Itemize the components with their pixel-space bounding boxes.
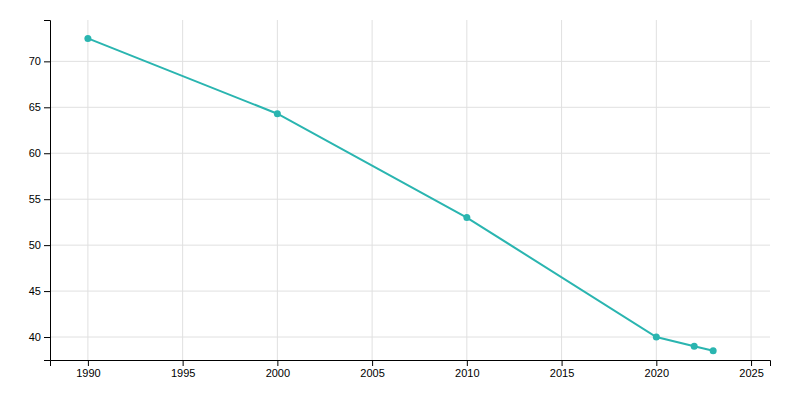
grid-line-y [50, 199, 770, 200]
x-tick-mark [562, 360, 563, 366]
x-tick-label: 2025 [739, 367, 763, 379]
chart-container: 1990 1995 2000 2005 2010 2015 2020 2025 40 45 50 55… [0, 0, 800, 400]
x-tick: 2020 [645, 360, 669, 379]
point [274, 110, 281, 117]
x-tick: 2015 [550, 360, 574, 379]
grid-line-x [182, 20, 183, 360]
point [710, 347, 717, 354]
x-tick-mark [467, 360, 468, 366]
y-tick-mark [44, 199, 50, 200]
y-tick-mark [44, 153, 50, 154]
x-tick-label: 2015 [550, 367, 574, 379]
y-tick-mark [44, 291, 50, 292]
x-tick-label: 1995 [171, 367, 195, 379]
x-tick-mark [372, 360, 373, 366]
x-tick: 1995 [171, 360, 195, 379]
grid-line-x [561, 20, 562, 360]
y-tick: 45 [29, 285, 50, 297]
y-tick-label: 50 [29, 239, 41, 251]
x-tick-mark [88, 360, 89, 366]
grid-line-x [656, 20, 657, 360]
y-tick-label: 45 [29, 285, 41, 297]
grid-line-y [50, 61, 770, 62]
x-tick-mark [751, 360, 752, 366]
x-tick-mark [277, 360, 278, 366]
point [653, 334, 660, 341]
y-tick-label: 60 [29, 147, 41, 159]
y-tick-label: 40 [29, 331, 41, 343]
grid-line-y [50, 245, 770, 246]
x-tick-mark [183, 360, 184, 366]
plot: 1990 1995 2000 2005 2010 2015 2020 2025 40 45 50 55… [29, 20, 771, 379]
x-tick-label: 1990 [76, 367, 100, 379]
x-tick-label: 2010 [455, 367, 479, 379]
y-tick: 65 [29, 101, 50, 113]
y-tick: 50 [29, 239, 50, 251]
grid-line-x [466, 20, 467, 360]
y-axis-line [44, 21, 51, 361]
grid-line-y [50, 153, 770, 154]
chart-svg: 1990 1995 2000 2005 2010 2015 2020 2025 40 45 50 55… [0, 0, 800, 400]
grid [50, 20, 770, 360]
x-tick: 2025 [739, 360, 763, 379]
point [84, 35, 91, 42]
x-axis: 1990 1995 2000 2005 2010 2015 2020 2025 [51, 360, 771, 379]
y-tick: 60 [29, 147, 50, 159]
y-tick-mark [44, 337, 50, 338]
grid-line-x [277, 20, 278, 360]
point [691, 343, 698, 350]
grid-line-y [50, 291, 770, 292]
y-tick-mark [44, 61, 50, 62]
grid-line-x [751, 20, 752, 360]
x-tick: 2000 [266, 360, 290, 379]
grid-line-y [50, 107, 770, 108]
y-axis: 40 45 50 55 60 65 70 [29, 21, 51, 361]
x-tick-mark [656, 360, 657, 366]
x-axis-line [51, 361, 771, 367]
y-tick: 70 [29, 55, 50, 67]
y-tick: 40 [29, 331, 50, 343]
x-tick: 2005 [360, 360, 384, 379]
y-tick-label: 55 [29, 193, 41, 205]
y-tick: 55 [29, 193, 50, 205]
marks [84, 35, 716, 354]
grid-line-x [87, 20, 88, 360]
x-tick-label: 2005 [360, 367, 384, 379]
y-tick-label: 70 [29, 55, 41, 67]
x-tick: 1990 [76, 360, 100, 379]
x-tick-label: 2000 [266, 367, 290, 379]
y-tick-label: 65 [29, 101, 41, 113]
y-tick-mark [44, 107, 50, 108]
x-tick-label: 2020 [645, 367, 669, 379]
y-tick-mark [44, 245, 50, 246]
x-tick: 2010 [455, 360, 479, 379]
line [88, 38, 713, 350]
point [463, 214, 470, 221]
grid-line-x [372, 20, 373, 360]
